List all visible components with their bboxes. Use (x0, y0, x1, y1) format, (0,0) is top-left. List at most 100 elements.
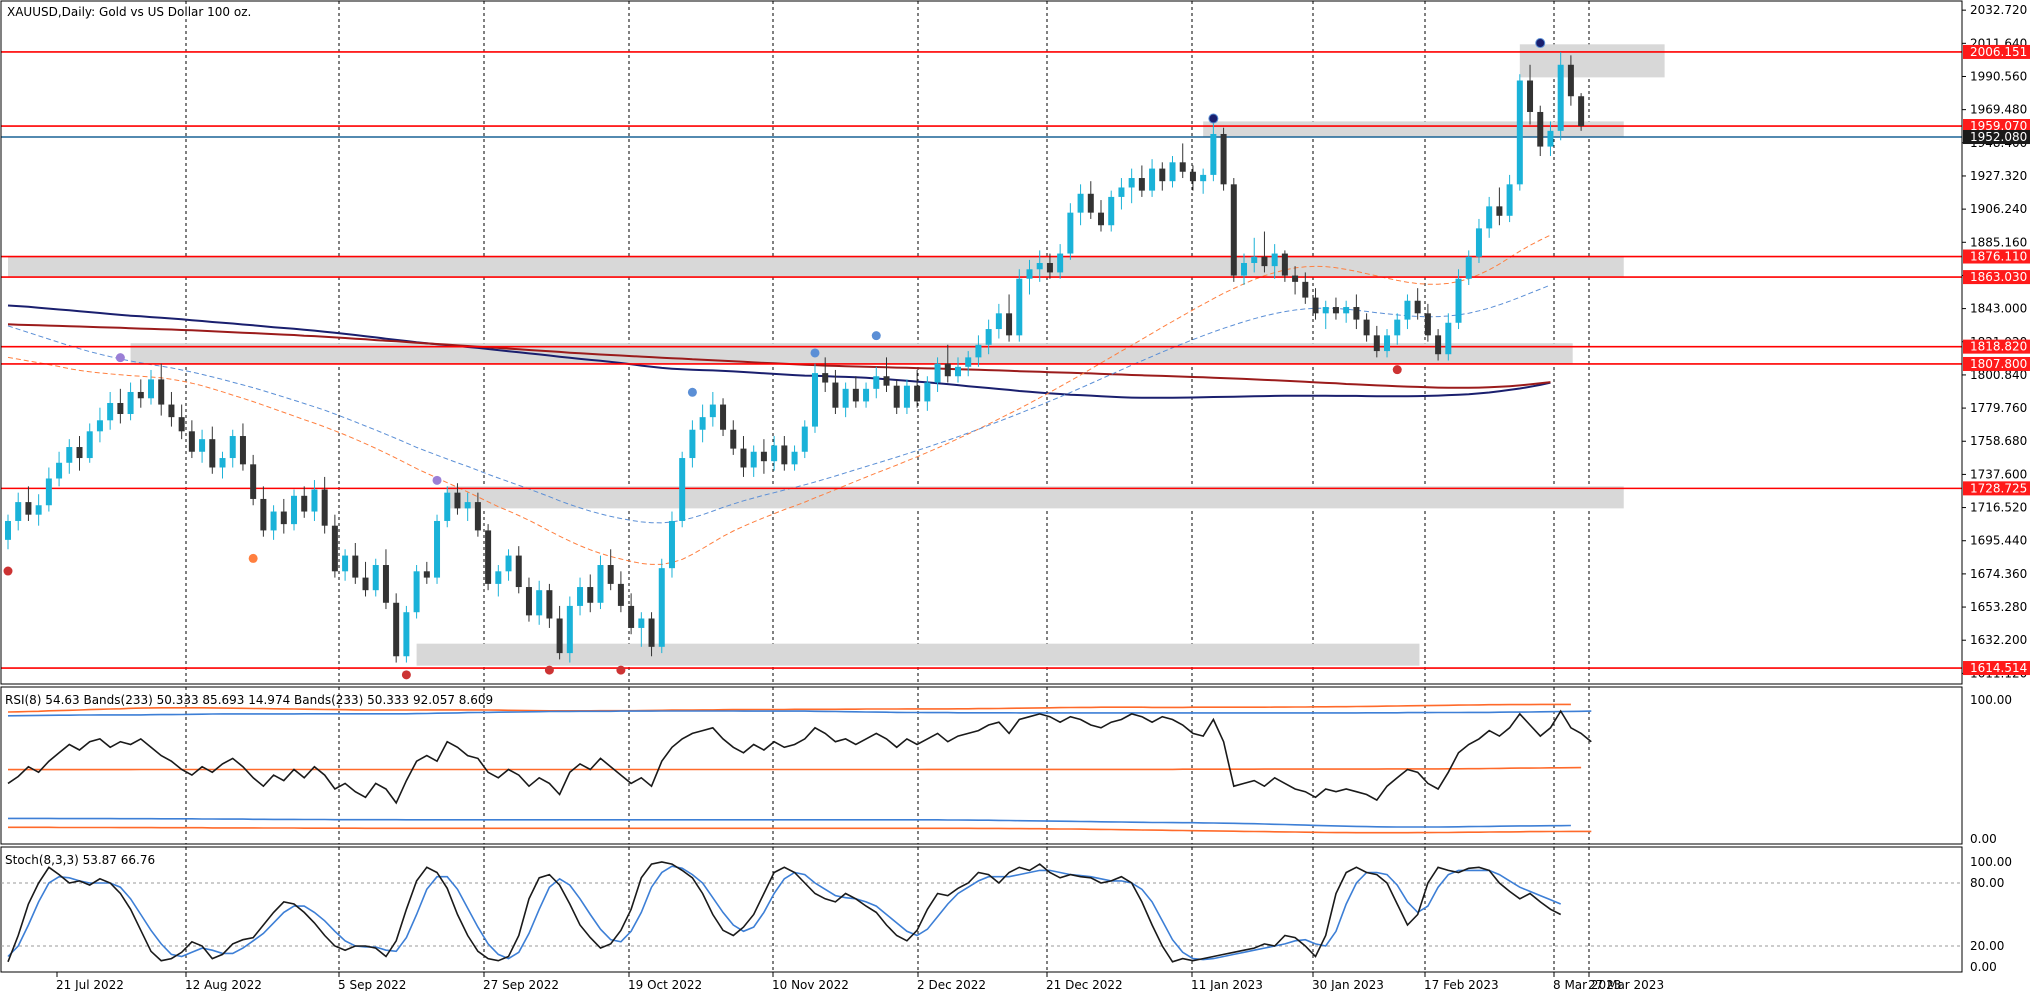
candle-body (893, 385, 900, 408)
candle-body (1241, 262, 1248, 276)
moving-average-line (7, 284, 1551, 524)
rsi-line (7, 709, 1592, 805)
candle-body (720, 404, 727, 430)
candle-body (199, 439, 206, 452)
candlesticks (5, 52, 1585, 663)
candle-body (985, 329, 992, 345)
rsi-tick-label: 0.00 (1970, 832, 1997, 846)
candle-body (1077, 193, 1084, 213)
rsi-label: RSI(8) 54.63 Bands(233) 50.333 85.693 14… (5, 693, 493, 707)
stoch-tick-label: 20.00 (1970, 939, 2004, 953)
candle-body (1465, 256, 1472, 279)
candle-body (393, 602, 400, 657)
stoch-tick-label: 100.00 (1970, 855, 2012, 869)
x-tick-label: 27 Sep 2022 (483, 978, 559, 991)
candle-body (444, 492, 451, 521)
candle-body (771, 445, 778, 462)
price-level-tag-label: 1807.800 (1970, 357, 2027, 371)
candle-body (219, 458, 226, 468)
candle-body (495, 571, 502, 584)
candle-body (791, 451, 798, 465)
candle-body (1006, 313, 1013, 336)
candle-body (944, 363, 951, 377)
candle-body (1332, 307, 1339, 314)
main-pane-frame (0, 0, 1963, 685)
candle-body (924, 382, 931, 402)
x-tick-label: 10 Nov 2022 (772, 978, 849, 991)
price-level-tag-label: 1959.070 (1970, 119, 2027, 133)
vertical-grid (185, 1, 1590, 972)
fractal-marker (871, 331, 881, 341)
rsi-tick-label: 100.00 (1970, 693, 2012, 707)
fractal-marker (1208, 113, 1219, 124)
candle-body (934, 363, 941, 383)
candle-body (515, 555, 522, 588)
candle-body (1046, 262, 1053, 273)
y-tick-label: 1927.320 (1970, 169, 2027, 183)
candle-body (607, 565, 614, 584)
candle-body (1343, 307, 1350, 314)
x-tick-label: 30 Jan 2023 (1312, 978, 1384, 991)
candle-body (474, 502, 481, 531)
candle-body (1281, 253, 1288, 276)
candle-body (1200, 174, 1207, 182)
candle-body (25, 502, 32, 515)
candle-body (413, 571, 420, 613)
candle-body (638, 618, 645, 628)
candle-body (1118, 187, 1125, 197)
candle-body (1016, 278, 1023, 336)
candle-body (15, 502, 22, 521)
rsi-band-line (7, 703, 1571, 713)
candle-body (86, 431, 93, 459)
candle-body (1496, 206, 1503, 216)
candle-body (1486, 206, 1493, 229)
stoch-main-line (7, 861, 1562, 963)
candle-body (1087, 193, 1094, 213)
y-tick-label: 1990.560 (1970, 69, 2027, 83)
candle-body (96, 420, 103, 432)
candle-body (1435, 335, 1442, 355)
candle-body (148, 379, 155, 399)
fractal-marker (616, 665, 626, 675)
candle-body (1261, 256, 1268, 267)
candle-body (362, 577, 369, 591)
candle-body (1322, 307, 1329, 314)
candle-body (1363, 319, 1370, 336)
candle-body (546, 590, 553, 619)
chart-title: XAUUSD,Daily: Gold vs US Dollar 100 oz. (7, 5, 251, 19)
y-tick-label: 1695.440 (1970, 534, 2027, 548)
candle-body (587, 587, 594, 603)
fractal-marker (1535, 38, 1546, 49)
candle-body (730, 429, 737, 449)
fractal-marker (810, 348, 820, 358)
candle-body (229, 436, 236, 459)
fractal-marker (401, 670, 411, 680)
candle-body (954, 366, 961, 377)
candle-body (1302, 281, 1309, 298)
y-tick-label: 1653.280 (1970, 600, 2027, 614)
candle-body (863, 388, 870, 402)
stoch-tick-label: 80.00 (1970, 876, 2004, 890)
candle-body (188, 431, 195, 452)
price-level-tag-label: 1614.514 (1970, 661, 2027, 675)
candle-body (311, 489, 318, 512)
rsi-indicator[interactable]: 100.00 0.00 (7, 693, 2012, 846)
stochastic-indicator[interactable]: 100.00 80.00 20.00 0.00 (1, 855, 2012, 974)
candle-body (321, 489, 328, 526)
candle-body (566, 605, 573, 654)
candle-body (914, 385, 921, 402)
x-tick-label: 2 Dec 2022 (917, 978, 986, 991)
candle-body (137, 391, 144, 399)
price-level-tag-label: 1952.080 (1970, 130, 2027, 144)
stoch-signal-line (7, 865, 1562, 961)
price-level-tag (1963, 130, 2030, 145)
candle-body (1373, 335, 1380, 352)
price-level-tag-label: 1728.725 (1970, 481, 2027, 495)
candle-body (117, 402, 124, 415)
price-level-tag (1963, 119, 2030, 134)
y-tick-label: 1716.520 (1970, 501, 2027, 515)
candle-body (658, 568, 665, 647)
y-tick-label: 1906.240 (1970, 202, 2027, 216)
candle-body (628, 605, 635, 628)
candle-body (1527, 80, 1534, 112)
